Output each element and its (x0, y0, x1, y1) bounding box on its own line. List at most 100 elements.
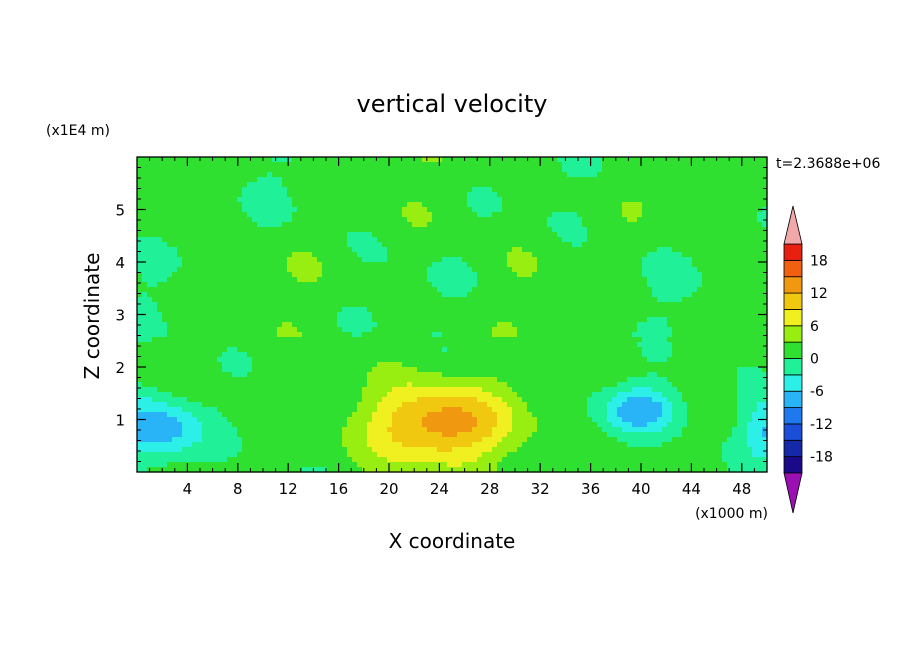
field-cell (517, 292, 523, 298)
field-cell (167, 187, 173, 193)
field-cell (352, 327, 358, 333)
field-cell (147, 222, 153, 228)
field-cell (167, 172, 173, 178)
field-cell (247, 467, 253, 473)
field-cell (517, 297, 523, 303)
field-cell (437, 242, 443, 248)
field-cell (382, 262, 388, 268)
field-cell (487, 267, 493, 273)
field-cell (297, 332, 303, 338)
field-cell (462, 202, 468, 208)
field-cell (252, 287, 258, 293)
field-cell (287, 217, 293, 223)
field-cell (467, 252, 473, 258)
field-cell (137, 222, 143, 228)
field-cell (432, 282, 438, 288)
field-cell (322, 307, 328, 313)
field-cell (362, 442, 368, 448)
field-cell (322, 462, 328, 468)
field-cell (212, 312, 218, 318)
field-cell (207, 202, 213, 208)
field-cell (202, 412, 208, 418)
field-cell (317, 432, 323, 438)
field-cell (282, 412, 288, 418)
field-cell (447, 432, 453, 438)
field-cell (252, 197, 258, 203)
field-cell (157, 212, 163, 218)
field-cell (312, 262, 318, 268)
field-cell (177, 207, 183, 213)
field-cell (342, 287, 348, 293)
field-cell (502, 162, 508, 168)
field-cell (197, 172, 203, 178)
field-cell (152, 172, 158, 178)
field-cell (207, 347, 213, 353)
field-cell (252, 347, 258, 353)
field-cell (502, 317, 508, 323)
field-cell (452, 432, 458, 438)
field-cell (517, 267, 523, 273)
field-cell (452, 162, 458, 168)
field-cell (257, 272, 263, 278)
field-cell (292, 462, 298, 468)
field-cell (252, 252, 258, 258)
field-cell (332, 177, 338, 183)
field-cell (317, 182, 323, 188)
field-cell (192, 352, 198, 358)
field-cell (137, 442, 143, 448)
field-cell (382, 227, 388, 233)
field-cell (427, 322, 433, 328)
field-cell (282, 422, 288, 428)
field-cell (482, 387, 488, 393)
field-cell (172, 202, 178, 208)
field-cell (382, 402, 388, 408)
field-cell (442, 172, 448, 178)
field-cell (387, 337, 393, 343)
field-cell (227, 247, 233, 253)
field-cell (272, 312, 278, 318)
field-cell (232, 292, 238, 298)
field-cell (322, 267, 328, 273)
field-cell (472, 392, 478, 398)
field-cell (282, 237, 288, 243)
field-cell (167, 282, 173, 288)
field-cell (302, 347, 308, 353)
field-cell (492, 347, 498, 353)
field-cell (367, 187, 373, 193)
field-cell (282, 397, 288, 403)
field-cell (432, 422, 438, 428)
field-cell (422, 177, 428, 183)
field-cell (272, 197, 278, 203)
field-cell (197, 292, 203, 298)
field-cell (347, 462, 353, 468)
field-cell (182, 432, 188, 438)
field-cell (352, 292, 358, 298)
field-cell (177, 317, 183, 323)
field-cell (202, 242, 208, 248)
field-cell (372, 177, 378, 183)
field-cell (267, 332, 273, 338)
field-cell (407, 357, 413, 363)
field-cell (282, 367, 288, 373)
field-cell (247, 257, 253, 263)
field-cell (467, 467, 473, 473)
field-cell (172, 247, 178, 253)
field-cell (217, 267, 223, 273)
field-cell (502, 177, 508, 183)
field-cell (277, 407, 283, 413)
field-cell (312, 467, 318, 473)
field-cell (472, 242, 478, 248)
field-cell (527, 432, 533, 438)
field-cell (352, 197, 358, 203)
field-cell (482, 382, 488, 388)
field-cell (157, 277, 163, 283)
field-cell (467, 332, 473, 338)
field-cell (207, 177, 213, 183)
field-cell (362, 277, 368, 283)
field-cell (192, 377, 198, 383)
field-cell (477, 267, 483, 273)
field-cell (342, 392, 348, 398)
field-cell (157, 357, 163, 363)
field-cell (307, 367, 313, 373)
field-cell (137, 462, 143, 468)
